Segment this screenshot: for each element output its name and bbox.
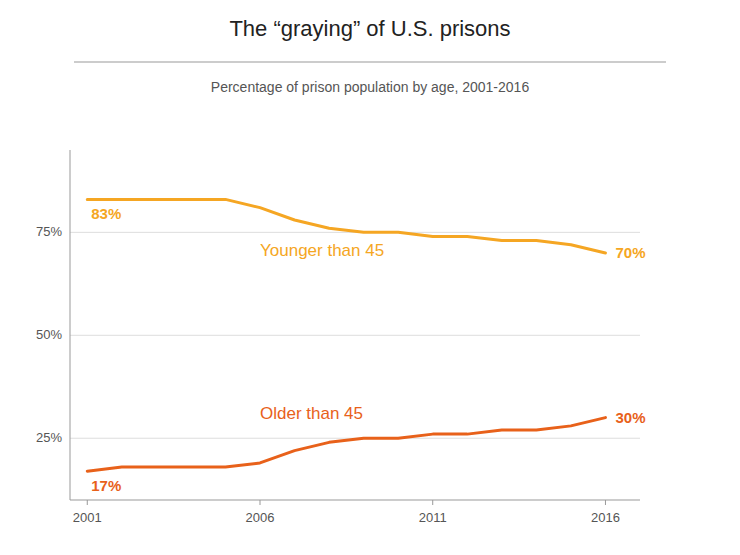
x-axis-line <box>70 500 640 501</box>
y-tick-label: 75% <box>36 224 62 239</box>
grid <box>70 232 640 438</box>
grid-line <box>70 335 640 336</box>
x-tick <box>260 500 261 505</box>
title: The “graying” of U.S. prisons <box>229 16 510 41</box>
series-label: Older than 45 <box>260 404 363 423</box>
x-tick <box>432 500 433 505</box>
x-tick-label: 2011 <box>419 510 447 525</box>
x-tick-label: 2016 <box>591 510 620 525</box>
title-rule <box>74 62 666 63</box>
series-line <box>87 418 605 472</box>
x-tick <box>605 500 606 505</box>
data-label: 70% <box>615 244 645 261</box>
series-label: Younger than 45 <box>260 241 384 260</box>
y-tick-label: 25% <box>36 430 62 445</box>
data-label: 17% <box>91 477 121 494</box>
x-tick-label: 2006 <box>246 510 275 525</box>
data-label: 83% <box>91 205 121 222</box>
data-label: 30% <box>615 409 645 426</box>
x-tick-label: 2001 <box>73 510 102 525</box>
y-tick-label: 50% <box>36 327 62 342</box>
y-axis-line <box>70 150 71 500</box>
subtitle: Percentage of prison population by age, … <box>211 79 530 95</box>
plot-area <box>87 199 605 471</box>
chart: The “graying” of U.S. prisons Percentage … <box>0 0 740 555</box>
x-tick <box>87 500 88 505</box>
